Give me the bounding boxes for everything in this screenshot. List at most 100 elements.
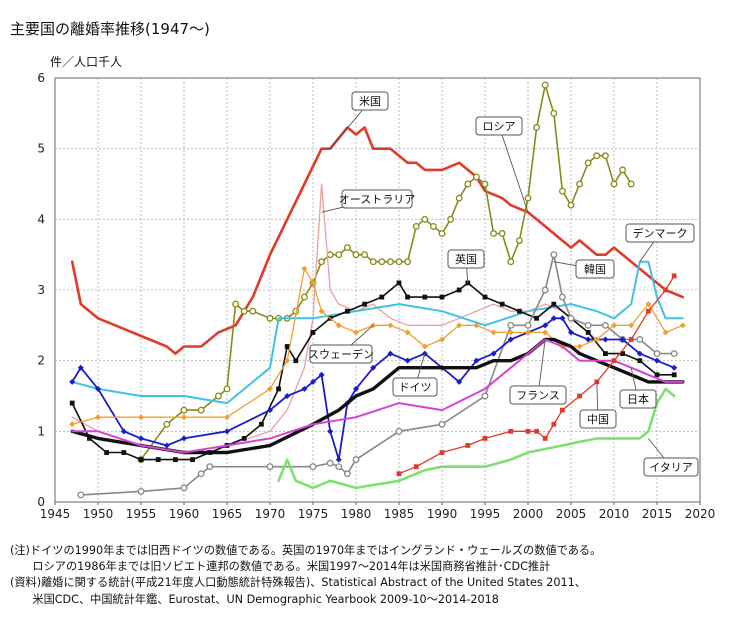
data-point	[439, 294, 445, 300]
data-point	[173, 457, 178, 462]
callout-box	[475, 116, 523, 136]
data-point	[335, 463, 343, 471]
data-point	[524, 194, 532, 202]
x-tick-label: 2010	[599, 507, 630, 521]
data-point	[619, 166, 627, 174]
data-point	[224, 414, 230, 421]
data-point	[353, 329, 359, 336]
data-point	[284, 393, 291, 399]
data-point	[404, 258, 412, 266]
y-tick-label: 5	[37, 142, 45, 156]
data-point	[593, 152, 601, 160]
data-point	[267, 385, 273, 392]
data-point	[517, 308, 522, 314]
data-point	[610, 180, 618, 188]
data-point	[301, 265, 308, 272]
data-point	[577, 393, 582, 399]
data-point	[259, 421, 264, 427]
data-point	[541, 286, 549, 294]
series-line-ロシア	[140, 84, 633, 461]
data-point	[603, 351, 608, 356]
data-point	[421, 343, 428, 350]
callout-label: ドイツ	[399, 381, 432, 394]
data-point	[551, 421, 557, 427]
data-point	[181, 435, 187, 442]
series-line-英国	[71, 282, 676, 461]
data-point	[284, 344, 290, 349]
data-point	[636, 350, 643, 357]
data-point	[180, 406, 188, 414]
data-point	[585, 330, 591, 335]
data-point	[627, 180, 635, 188]
data-point	[310, 279, 316, 286]
data-point	[455, 194, 463, 202]
data-point	[619, 336, 626, 343]
data-point	[456, 287, 462, 293]
callout-label: 韓国	[584, 263, 606, 276]
data-point	[293, 358, 299, 364]
x-tick-label: 1970	[255, 507, 286, 521]
data-point	[447, 215, 455, 223]
data-point	[550, 315, 557, 322]
x-tick-label: 2005	[556, 507, 587, 521]
data-point	[654, 357, 660, 364]
callout-box	[341, 189, 413, 209]
callout-label: オーストラリア	[339, 193, 415, 206]
data-point	[387, 322, 394, 329]
data-point	[498, 230, 506, 237]
y-tick-label: 1	[37, 424, 45, 438]
data-point	[508, 428, 514, 434]
data-point	[524, 321, 532, 329]
data-point	[412, 222, 420, 230]
data-point	[567, 201, 575, 209]
x-tick-label: 1960	[169, 507, 200, 521]
footnotes: (注)ドイツの1990年までは旧西ドイツの数値である。英国の1970年まではイン…	[10, 543, 601, 608]
y-tick-label: 4	[37, 212, 45, 226]
data-point	[352, 251, 360, 259]
series-line-フランス	[70, 337, 685, 455]
data-point	[335, 322, 342, 329]
data-point	[611, 358, 617, 364]
data-point	[481, 392, 489, 400]
data-point	[404, 357, 411, 364]
data-point	[138, 435, 144, 442]
data-point	[645, 301, 652, 308]
data-point	[137, 487, 145, 495]
data-point	[326, 459, 334, 467]
data-point	[601, 321, 609, 329]
y-tick-label: 0	[37, 495, 45, 509]
data-point	[663, 287, 668, 293]
data-point	[395, 258, 403, 266]
data-point	[637, 358, 643, 364]
callout-box	[619, 389, 657, 409]
data-point	[576, 343, 583, 350]
data-point	[507, 258, 515, 266]
callout-label: 米国	[359, 95, 381, 108]
note-line: (資料)離婚に関する統計(平成21年度人口動態統計特殊報告)、Statistic…	[10, 576, 586, 590]
data-point	[395, 427, 403, 435]
data-point	[163, 442, 170, 449]
callout-box	[351, 91, 389, 111]
data-point	[284, 357, 291, 364]
callout-box	[575, 259, 615, 279]
data-point	[679, 322, 686, 329]
y-axis-label: 件／人口千人	[50, 55, 122, 69]
data-point	[507, 336, 514, 343]
data-point	[266, 463, 274, 471]
series-line-米国	[70, 126, 685, 355]
callout-label: 日本	[627, 392, 649, 406]
data-point	[534, 428, 539, 434]
y-tick-label: 6	[37, 71, 45, 85]
data-point	[585, 336, 592, 343]
data-point	[104, 450, 109, 455]
data-point	[413, 464, 419, 470]
note-line: ロシアの1986年までは旧ソビエト連邦の数値である。米国1997〜2014年は米…	[10, 560, 551, 574]
callout-box	[579, 409, 617, 429]
callout-label: スウェーデン	[308, 347, 374, 361]
data-point	[558, 293, 566, 301]
data-point	[266, 314, 274, 322]
data-point	[671, 273, 677, 279]
callout-label: イタリア	[649, 461, 693, 474]
series-line-デンマーク	[71, 260, 684, 405]
x-tick-label: 2020	[685, 507, 716, 521]
